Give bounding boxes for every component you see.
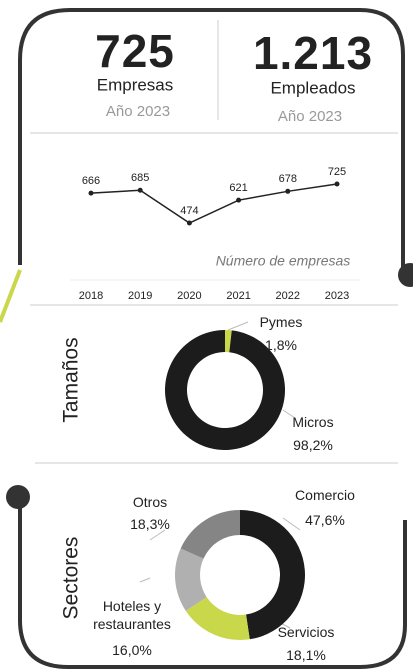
slice-value: 18,3% — [130, 516, 170, 532]
slice-label: Hoteles y restaurantes — [93, 598, 171, 632]
data-label: 725 — [328, 166, 346, 178]
kpi-value: 1.213 — [253, 27, 373, 79]
x-tick-label: 2019 — [128, 290, 152, 302]
x-tick-label: 2018 — [79, 290, 103, 302]
x-tick-label: 2020 — [177, 290, 201, 302]
chart-title: Sectores — [60, 537, 83, 620]
kpi-label: Empresas — [97, 75, 174, 94]
point — [88, 190, 94, 196]
line — [90, 183, 338, 224]
kpi-sub: Año 2023 — [106, 103, 170, 120]
donut-slice — [174, 548, 207, 611]
slice-value: 16,0% — [112, 642, 152, 658]
slice-label: Otros — [132, 494, 168, 510]
data-label: 621 — [229, 182, 247, 194]
accent-line — [0, 269, 22, 323]
donut-slice — [180, 510, 240, 559]
chart-title: Tamaños — [60, 337, 83, 422]
point — [334, 181, 340, 187]
x-tick-label: 2021 — [226, 290, 250, 302]
donut-slice — [240, 510, 306, 640]
dot — [6, 485, 30, 509]
donut-slice — [165, 330, 286, 450]
frame-top — [18, 8, 405, 275]
x-tick-label: 2022 — [276, 290, 300, 302]
slice-value: 18,1% — [286, 647, 326, 663]
donut-slice — [185, 597, 250, 641]
slice-value: 1,8% — [265, 337, 297, 353]
slice-label: Micros — [292, 414, 334, 430]
slice-value: 98,2% — [293, 437, 333, 453]
point — [186, 220, 192, 226]
slice-value: 47,6% — [305, 512, 345, 528]
kpi-value: 725 — [95, 25, 175, 77]
annotation: Número de empresas — [216, 253, 351, 269]
slice-label: Servicios — [277, 624, 335, 640]
point — [285, 188, 291, 194]
kpi-label: Empleados — [270, 78, 355, 97]
slice-label: Pymes — [259, 314, 303, 330]
point — [137, 187, 143, 193]
donut-slice — [225, 330, 232, 353]
dot — [398, 263, 413, 287]
point — [236, 197, 242, 203]
data-label: 685 — [131, 172, 149, 184]
kpi-sub: Año 2023 — [278, 108, 342, 125]
frame-bottom — [18, 497, 407, 669]
x-tick-label: 2023 — [325, 290, 349, 302]
data-label: 474 — [180, 205, 198, 217]
slice-label: Comercio — [295, 487, 355, 503]
data-label: 666 — [82, 175, 100, 187]
data-label: 678 — [279, 173, 297, 185]
